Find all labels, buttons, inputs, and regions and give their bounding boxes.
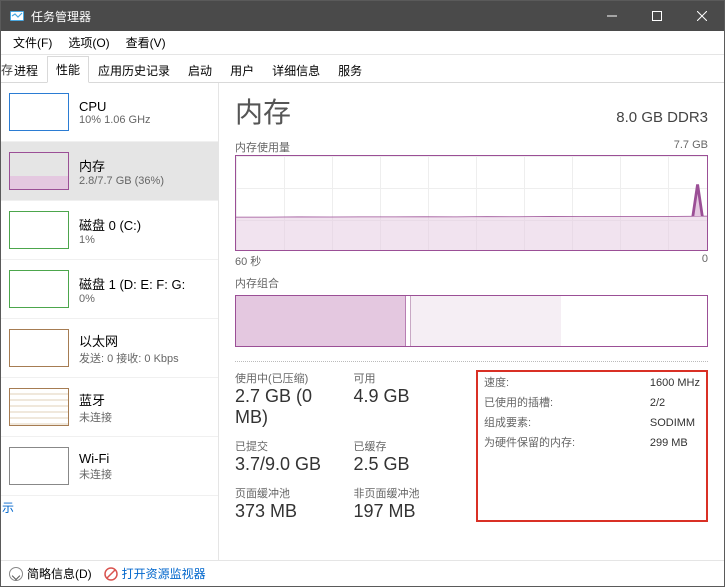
open-resource-monitor-link[interactable]: 打开资源监视器 [104, 565, 206, 582]
sidebar-item-wifi[interactable]: Wi-Fi未连接 [1, 437, 218, 496]
thumb-wifi [9, 447, 69, 485]
sidebar-item-bt[interactable]: 蓝牙未连接 [1, 378, 218, 437]
stat-right-label: 为硬件保留的内存: [484, 434, 650, 450]
stat-label: 已提交 [235, 438, 334, 454]
shield-icon [104, 567, 118, 581]
edge-text-bottom: 示 [2, 499, 14, 516]
titlebar[interactable]: 任务管理器 [1, 1, 724, 31]
stat-right-value: 299 MB [650, 437, 700, 449]
stat-right-value: SODIMM [650, 417, 700, 429]
toggle-label: 简略信息(D) [27, 565, 92, 582]
footer: 简略信息(D) 打开资源监视器 [1, 560, 724, 586]
sidebar-sub: 发送: 0 接收: 0 Kbps [79, 350, 179, 366]
stat-right-label: 已使用的插槽: [484, 394, 650, 410]
sidebar-title: 磁盘 0 (C:) [79, 215, 141, 234]
stat-value: 373 MB [235, 501, 334, 522]
x-axis-right: 0 [702, 253, 708, 269]
tab-2[interactable]: 应用历史记录 [89, 57, 179, 83]
content-panel: 内存 8.0 GB DDR3 内存使用量 7.7 GB 60 秒 0 内存组合 [219, 83, 724, 561]
stat-label: 可用 [354, 370, 453, 386]
stat-value: 2.7 GB (0 MB) [235, 386, 334, 428]
sidebar-sub: 2.8/7.7 GB (36%) [79, 175, 164, 187]
close-button[interactable] [679, 1, 724, 31]
stat-value: 4.9 GB [354, 386, 453, 407]
sidebar-item-memory[interactable]: 内存2.8/7.7 GB (36%) [1, 142, 218, 201]
menu-options[interactable]: 选项(O) [60, 32, 117, 53]
tab-4[interactable]: 用户 [221, 57, 263, 83]
thumb-memory [9, 152, 69, 190]
sidebar-title: 以太网 [79, 331, 179, 350]
thumb-bt [9, 388, 69, 426]
stat-right-value: 2/2 [650, 397, 700, 409]
separator [235, 361, 708, 362]
stat-label: 非页面缓冲池 [354, 485, 453, 501]
stat-right-label: 速度: [484, 374, 650, 390]
sidebar-title: 内存 [79, 156, 164, 175]
stats-right-highlight: 速度:1600 MHz已使用的插槽:2/2组成要素:SODIMM为硬件保留的内存… [476, 370, 708, 522]
stat-item: 非页面缓冲池197 MB [354, 485, 453, 522]
stat-value: 2.5 GB [354, 454, 453, 475]
tabbar: 进程性能应用历史记录启动用户详细信息服务 [1, 55, 724, 83]
stat-value: 197 MB [354, 501, 453, 522]
thumb-disk1 [9, 270, 69, 308]
stat-item: 使用中(已压缩)2.7 GB (0 MB) [235, 370, 334, 428]
window-title: 任务管理器 [31, 8, 589, 25]
tab-1[interactable]: 性能 [47, 56, 89, 83]
sidebar-title: Wi-Fi [79, 451, 112, 466]
stat-item: 可用4.9 GB [354, 370, 453, 428]
fewer-details-toggle[interactable]: 简略信息(D) [9, 565, 92, 582]
stat-right-value: 1600 MHz [650, 377, 700, 389]
sidebar-title: CPU [79, 99, 151, 114]
sidebar-title: 磁盘 1 (D: E: F: G: [79, 274, 185, 293]
app-icon [9, 8, 25, 24]
stat-label: 使用中(已压缩) [235, 370, 334, 386]
menu-view[interactable]: 查看(V) [118, 32, 174, 53]
main-area: 存 示 CPU10% 1.06 GHz内存2.8/7.7 GB (36%)磁盘 … [1, 83, 724, 561]
sidebar-item-disk0[interactable]: 磁盘 0 (C:)1% [1, 201, 218, 260]
stats-area: 使用中(已压缩)2.7 GB (0 MB) 可用4.9 GB 已提交3.7/9.0 … [235, 370, 708, 522]
sidebar-sub: 未连接 [79, 409, 112, 425]
usage-label: 内存使用量 [235, 139, 290, 155]
sidebar-title: 蓝牙 [79, 390, 112, 409]
link-label: 打开资源监视器 [122, 565, 206, 582]
tab-3[interactable]: 启动 [179, 57, 221, 83]
stats-left: 使用中(已压缩)2.7 GB (0 MB) 可用4.9 GB 已提交3.7/9.0 … [235, 370, 452, 522]
thumb-disk0 [9, 211, 69, 249]
usage-max: 7.7 GB [674, 139, 708, 155]
thumb-eth [9, 329, 69, 367]
sidebar-item-eth[interactable]: 以太网发送: 0 接收: 0 Kbps [1, 319, 218, 378]
stat-label: 页面缓冲池 [235, 485, 334, 501]
page-title: 内存 [235, 91, 291, 131]
window-controls [589, 1, 724, 31]
stat-label: 已缓存 [354, 438, 453, 454]
sidebar-sub: 1% [79, 234, 141, 246]
sidebar-item-cpu[interactable]: CPU10% 1.06 GHz [1, 83, 218, 142]
sidebar-item-disk1[interactable]: 磁盘 1 (D: E: F: G:0% [1, 260, 218, 319]
memory-spec: 8.0 GB DDR3 [616, 109, 708, 126]
sidebar-sub: 10% 1.06 GHz [79, 114, 151, 126]
stat-item: 已缓存2.5 GB [354, 438, 453, 475]
sidebar: CPU10% 1.06 GHz内存2.8/7.7 GB (36%)磁盘 0 (C… [1, 83, 219, 561]
stat-value: 3.7/9.0 GB [235, 454, 334, 475]
stat-right-label: 组成要素: [484, 414, 650, 430]
tab-5[interactable]: 详细信息 [263, 57, 329, 83]
minimize-button[interactable] [589, 1, 634, 31]
task-manager-window: 任务管理器 文件(F) 选项(O) 查看(V) 进程性能应用历史记录启动用户详细… [0, 0, 725, 587]
sidebar-sub: 未连接 [79, 466, 112, 482]
memory-usage-chart [235, 155, 708, 251]
stat-item: 页面缓冲池373 MB [235, 485, 334, 522]
menu-file[interactable]: 文件(F) [5, 32, 60, 53]
maximize-button[interactable] [634, 1, 679, 31]
sidebar-sub: 0% [79, 293, 185, 305]
stat-item: 已提交3.7/9.0 GB [235, 438, 334, 475]
chevron-down-icon [9, 567, 23, 581]
memory-composition-chart [235, 295, 708, 347]
composition-label: 内存组合 [235, 275, 279, 291]
x-axis-left: 60 秒 [235, 253, 261, 269]
thumb-cpu [9, 93, 69, 131]
menubar: 文件(F) 选项(O) 查看(V) [1, 31, 724, 55]
tab-6[interactable]: 服务 [329, 57, 371, 83]
